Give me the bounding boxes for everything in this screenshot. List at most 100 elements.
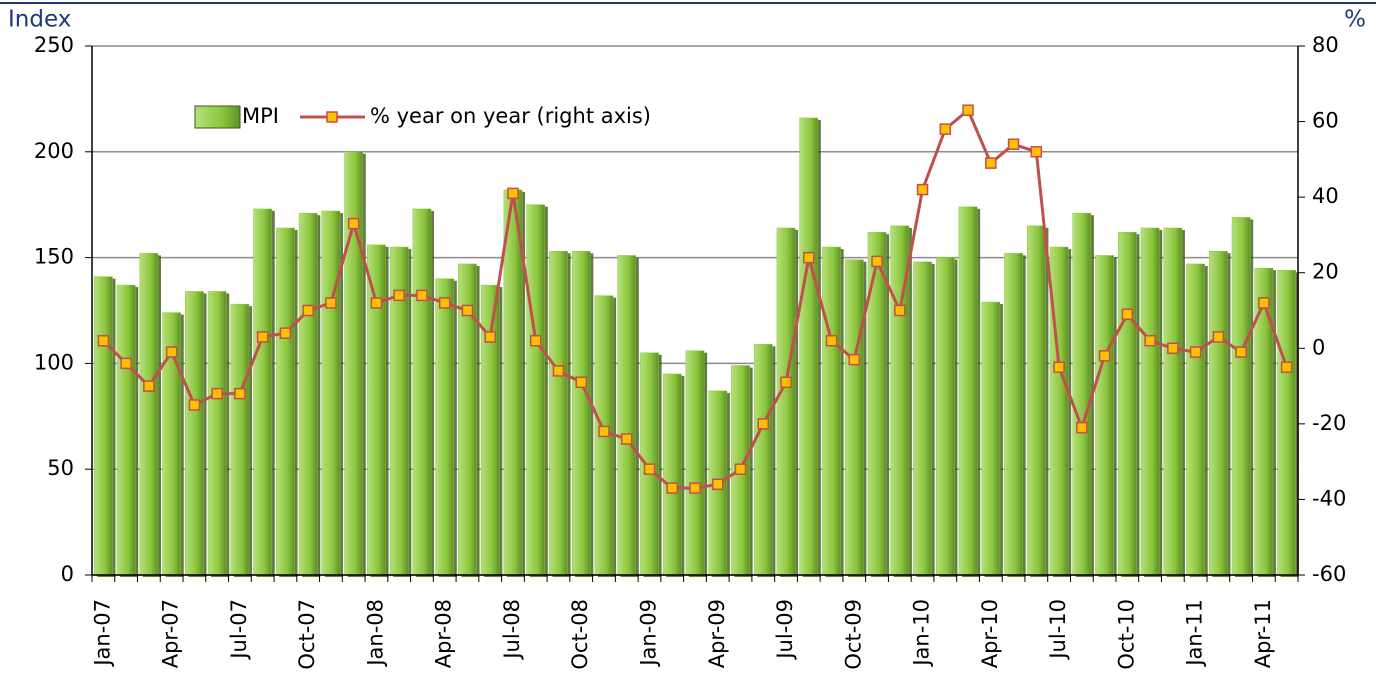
marker	[780, 376, 792, 389]
bar	[116, 284, 136, 576]
bar	[276, 227, 295, 576]
marker	[939, 123, 952, 135]
bar	[1277, 270, 1296, 576]
marker	[552, 365, 565, 377]
marker	[1167, 342, 1179, 355]
marker	[916, 183, 929, 196]
bar	[367, 244, 386, 576]
y2-axis-title: %	[1344, 7, 1366, 33]
y2-tick-label: 80	[1312, 33, 1339, 57]
marker	[461, 304, 474, 317]
x-tick-label: Jul-09	[773, 599, 797, 661]
bar	[321, 210, 341, 576]
y-tick-label: 250	[34, 33, 74, 57]
x-tick-label: Oct-08	[568, 599, 592, 670]
y2-tick-label: -60	[1312, 562, 1346, 586]
x-tick-label: Jan-09	[636, 599, 660, 668]
marker	[1189, 346, 1202, 358]
bar	[844, 259, 864, 576]
bar	[1231, 217, 1251, 576]
marker	[1053, 361, 1065, 373]
bar	[207, 291, 227, 576]
bar	[662, 373, 682, 576]
bar	[1163, 227, 1183, 576]
bar	[799, 117, 819, 576]
marker	[393, 289, 405, 302]
y2-tick-label: 40	[1312, 184, 1339, 208]
marker	[575, 376, 587, 389]
marker	[1098, 350, 1111, 362]
bar	[776, 227, 796, 576]
marker	[1258, 297, 1270, 309]
bar	[1004, 253, 1023, 576]
bar	[822, 246, 841, 576]
legend-swatch	[194, 105, 241, 129]
marker	[438, 297, 451, 309]
marker	[234, 387, 246, 400]
bar	[503, 189, 523, 576]
bar	[230, 303, 250, 576]
bar	[94, 276, 113, 576]
bar	[935, 257, 955, 576]
x-tick-label: Oct-07	[295, 599, 319, 670]
marker	[1280, 361, 1293, 373]
marker	[188, 399, 201, 411]
marker	[871, 255, 883, 268]
marker	[484, 331, 496, 343]
x-tick-label: Oct-09	[841, 599, 865, 670]
y2-tick-label: 0	[1312, 335, 1325, 359]
bar	[753, 344, 773, 576]
marker	[347, 217, 360, 230]
marker	[1235, 346, 1247, 358]
y-tick-label: 50	[47, 456, 74, 480]
marker	[985, 157, 997, 169]
marker	[1121, 308, 1134, 321]
y-axis-title: Index	[8, 7, 71, 33]
bar	[412, 208, 432, 576]
marker	[643, 463, 656, 475]
y2-tick-label: -40	[1312, 486, 1346, 510]
bar	[1072, 212, 1092, 576]
marker	[734, 463, 747, 475]
marker	[689, 482, 701, 494]
marker	[256, 331, 269, 343]
bar	[1026, 225, 1046, 576]
bar	[139, 253, 159, 576]
marker	[825, 334, 838, 347]
bar	[344, 151, 364, 576]
marker	[848, 353, 861, 366]
bar	[1186, 263, 1205, 576]
bar	[958, 206, 978, 576]
y-tick-label: 100	[34, 350, 74, 374]
marker	[1007, 138, 1020, 150]
legend-label: MPI	[242, 104, 279, 128]
x-tick-label: Apr-09	[705, 599, 729, 668]
bar	[981, 301, 1001, 576]
x-tick-label: Apr-10	[978, 599, 1002, 668]
x-tick-label: Jan-07	[90, 599, 114, 668]
bar	[526, 204, 546, 576]
marker	[1144, 334, 1156, 347]
x-tick-label: Apr-11	[1251, 599, 1275, 668]
marker	[302, 304, 314, 317]
marker	[757, 418, 770, 430]
marker	[120, 357, 132, 370]
marker	[279, 327, 292, 339]
bar	[1095, 255, 1114, 576]
x-tick-label: Apr-08	[432, 599, 456, 668]
marker	[598, 425, 610, 438]
bar	[1209, 251, 1228, 576]
x-tick-label: Apr-07	[159, 599, 183, 668]
bar	[435, 278, 455, 576]
marker	[1030, 146, 1043, 158]
x-tick-label: Jul-07	[227, 599, 251, 661]
bar	[617, 255, 637, 576]
x-tick-label: Jan-10	[910, 599, 934, 668]
marker	[1076, 421, 1088, 434]
marker	[97, 334, 110, 347]
x-tick-label: Jan-08	[363, 599, 387, 668]
marker	[370, 297, 383, 309]
bar	[253, 208, 273, 576]
marker	[894, 304, 906, 317]
legend-label: % year on year (right axis)	[370, 104, 651, 128]
